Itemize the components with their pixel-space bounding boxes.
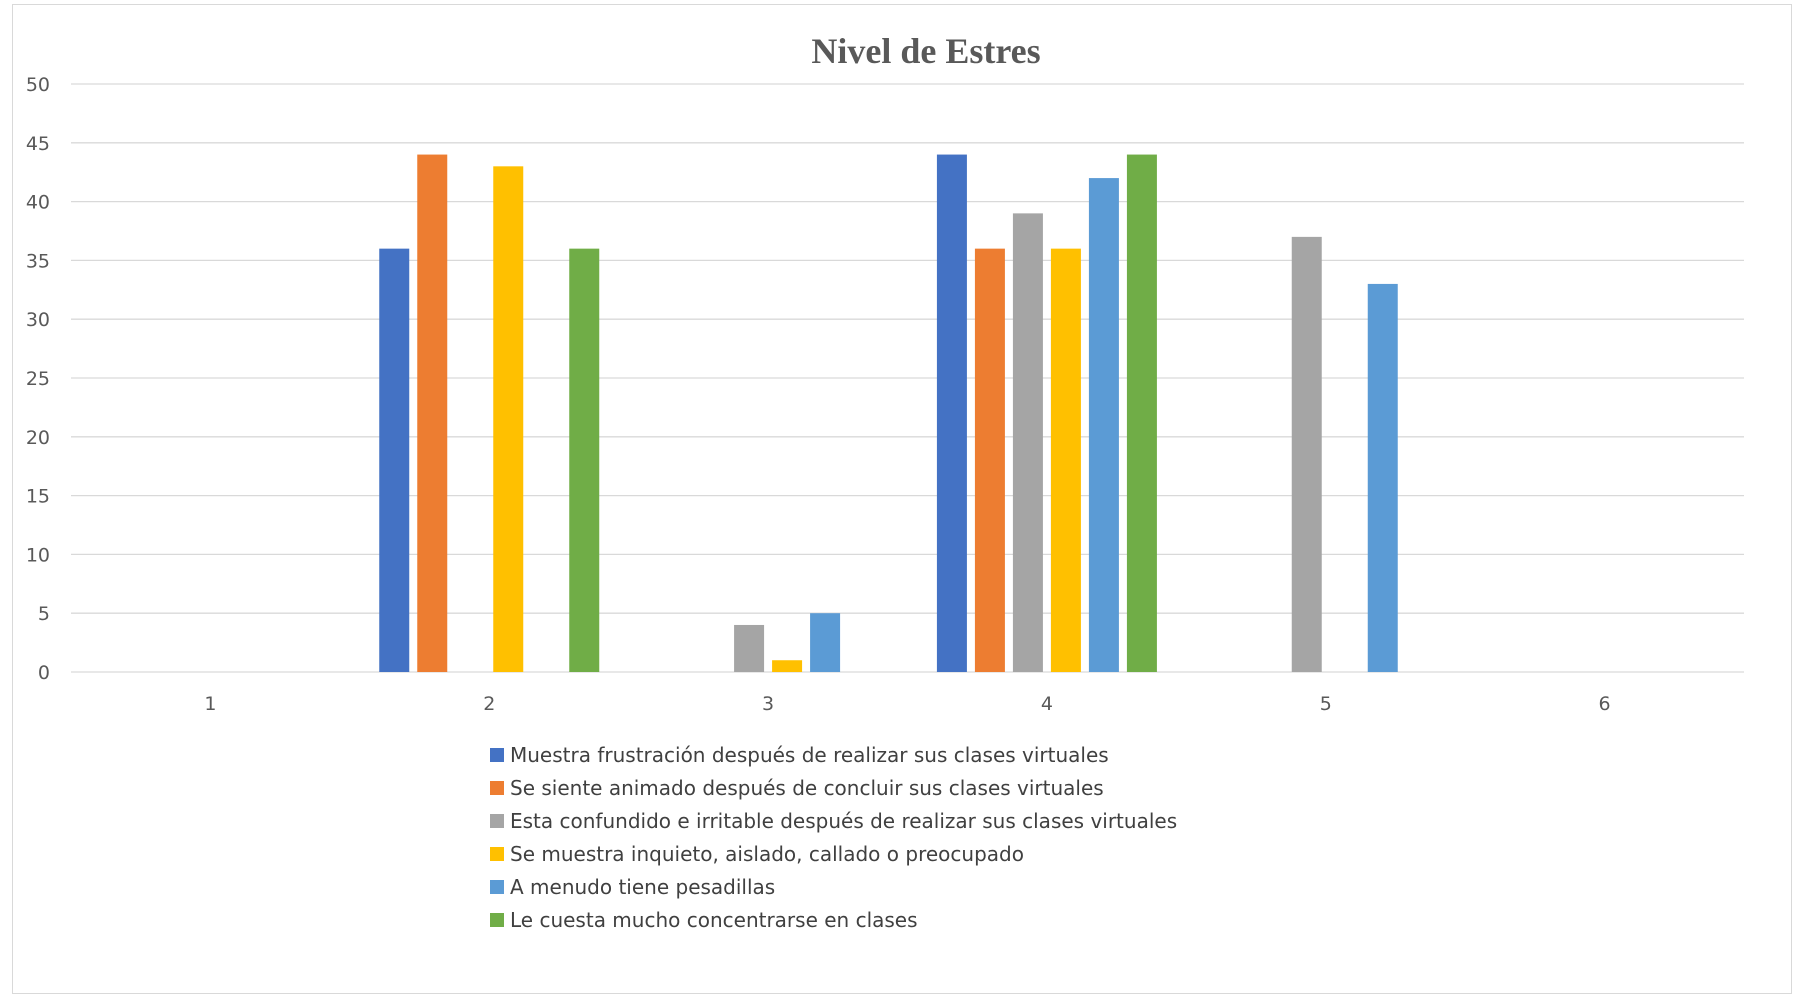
x-tick-label: 2 (483, 693, 495, 715)
legend-label: Se siente animado después de concluir su… (510, 776, 1104, 800)
legend-swatch (490, 748, 504, 762)
legend-swatch (490, 913, 504, 927)
bar (1291, 236, 1322, 672)
y-tick-label: 50 (26, 74, 50, 96)
legend-label: Esta confundido e irritable después de r… (510, 809, 1177, 833)
legend-label: Muestra frustración después de realizar … (510, 743, 1109, 767)
y-tick-label: 5 (38, 603, 50, 625)
bar (734, 624, 765, 672)
x-axis-ticks: 1 2 3 4 5 6 (204, 693, 1610, 715)
y-tick-label: 35 (26, 250, 50, 272)
x-tick-label: 4 (1041, 693, 1053, 715)
bar (1126, 154, 1157, 672)
bar (569, 248, 600, 672)
x-tick-label: 5 (1320, 693, 1332, 715)
legend-swatch (490, 847, 504, 861)
y-tick-label: 25 (26, 368, 50, 390)
legend-swatch (490, 781, 504, 795)
gridlines (71, 83, 1744, 673)
y-tick-label: 20 (26, 427, 50, 449)
bar (936, 154, 967, 672)
bars (379, 154, 1398, 673)
chart-title: Nivel de Estres (811, 31, 1040, 71)
legend: Muestra frustración después de realizar … (490, 743, 1177, 932)
x-tick-label: 1 (204, 693, 216, 715)
bar (1050, 248, 1081, 672)
bar (417, 154, 448, 672)
y-tick-label: 10 (26, 544, 50, 566)
bar (810, 613, 841, 672)
legend-label: Se muestra inquieto, aislado, callado o … (510, 842, 1024, 866)
bar (1012, 213, 1043, 673)
y-tick-label: 30 (26, 309, 50, 331)
legend-swatch (490, 814, 504, 828)
x-tick-label: 6 (1599, 693, 1611, 715)
y-tick-label: 40 (26, 192, 50, 214)
bar (379, 248, 410, 672)
bar (1088, 178, 1119, 672)
legend-label: A menudo tiene pesadillas (510, 875, 775, 899)
bar (1367, 283, 1398, 672)
bar (974, 248, 1005, 672)
y-axis-ticks: 0 5 10 15 20 25 30 35 40 45 50 (26, 74, 50, 684)
legend-label: Le cuesta mucho concentrarse en clases (510, 908, 918, 932)
bar (772, 660, 803, 672)
legend-swatch (490, 880, 504, 894)
y-tick-label: 45 (26, 133, 50, 155)
y-tick-label: 0 (38, 662, 50, 684)
y-tick-label: 15 (26, 486, 50, 508)
bar (493, 166, 524, 672)
x-tick-label: 3 (762, 693, 774, 715)
